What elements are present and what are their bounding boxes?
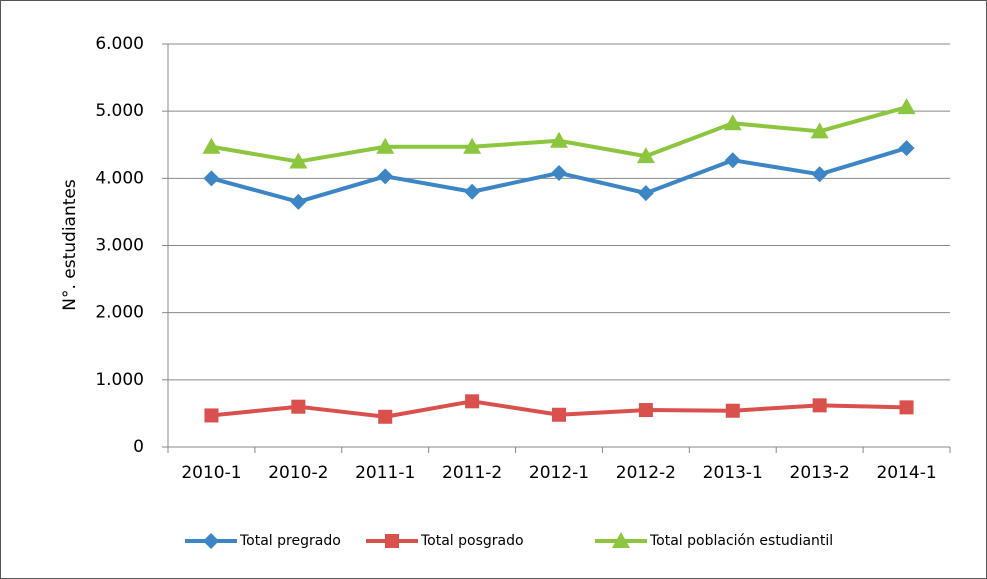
- marker: [552, 407, 566, 422]
- y-axis-title: N°. estudiantes: [60, 179, 80, 311]
- marker: [811, 166, 828, 183]
- marker: [898, 140, 915, 157]
- x-tick-label: 2013-1: [703, 463, 763, 483]
- legend-label: Total población estudiantil: [649, 533, 833, 549]
- y-tick-label: 4.000: [95, 168, 144, 188]
- x-tick-label: 2013-2: [790, 463, 850, 483]
- x-tick-label: 2012-2: [616, 463, 676, 483]
- marker: [202, 137, 221, 154]
- y-tick-label: 6.000: [95, 34, 144, 54]
- x-tick-label: 2010-2: [268, 463, 328, 483]
- marker: [378, 409, 393, 424]
- marker: [290, 193, 307, 210]
- marker: [465, 394, 480, 409]
- marker: [551, 164, 567, 181]
- marker: [203, 170, 220, 187]
- legend-label: Total posgrado: [420, 533, 524, 549]
- x-tick-label: 2010-1: [181, 463, 241, 483]
- marker: [725, 403, 740, 418]
- marker: [289, 152, 308, 169]
- legend-label: Total pregrado: [239, 533, 341, 549]
- y-tick-label: 0: [133, 437, 144, 457]
- x-tick-label: 2014-1: [876, 463, 936, 483]
- marker: [377, 168, 394, 185]
- y-tick-label: 3.000: [95, 236, 144, 256]
- marker: [463, 137, 482, 154]
- marker: [637, 185, 654, 202]
- y-tick-label: 2.000: [95, 303, 144, 323]
- marker: [899, 400, 914, 415]
- marker: [724, 152, 741, 169]
- marker: [612, 532, 630, 548]
- marker: [897, 98, 916, 115]
- x-tick-label: 2012-1: [529, 463, 589, 483]
- marker: [723, 114, 742, 131]
- y-tick-label: 5.000: [95, 101, 144, 121]
- marker: [291, 399, 306, 414]
- marker: [385, 534, 399, 548]
- marker: [810, 122, 829, 139]
- marker: [638, 403, 653, 418]
- marker: [203, 533, 219, 549]
- marker: [812, 398, 827, 413]
- x-tick-label: 2011-2: [442, 463, 502, 483]
- y-tick-label: 1.000: [95, 370, 144, 390]
- marker: [376, 137, 395, 154]
- marker: [636, 147, 655, 164]
- x-tick-label: 2011-1: [355, 463, 415, 483]
- marker: [204, 408, 219, 423]
- marker: [550, 131, 568, 148]
- marker: [464, 183, 481, 200]
